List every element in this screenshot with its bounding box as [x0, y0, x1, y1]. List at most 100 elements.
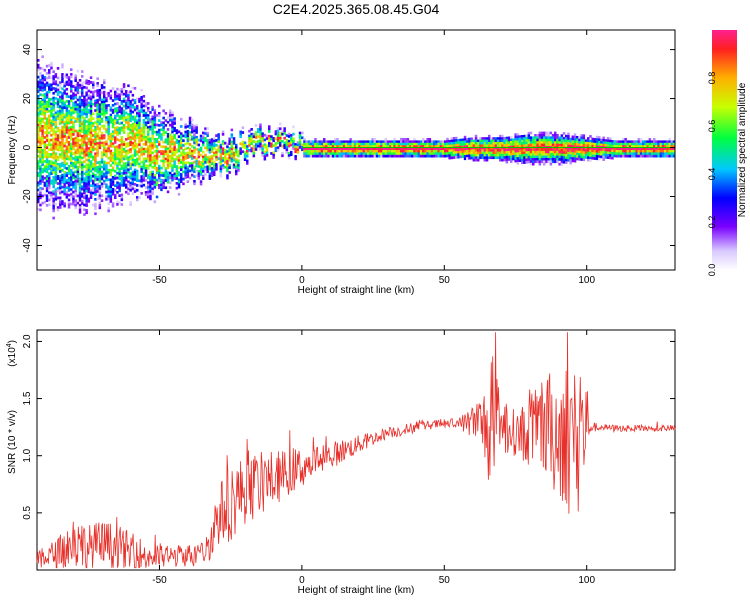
heatmap-cell: [171, 176, 174, 179]
heatmap-cell: [626, 154, 630, 158]
heatmap-cell: [422, 138, 425, 141]
heatmap-cell: [408, 147, 412, 151]
heatmap-cell: [488, 156, 491, 160]
heatmap-cell: [620, 142, 623, 146]
heatmap-cell: [510, 160, 513, 163]
heatmap-cell: [67, 76, 71, 79]
heatmap-cell: [72, 121, 75, 124]
heatmap-cell: [532, 143, 535, 147]
heatmap-cell: [435, 140, 438, 144]
heatmap-cell: [89, 174, 93, 178]
heatmap-cell: [342, 142, 346, 146]
heatmap-cell: [85, 132, 88, 135]
heatmap-cell: [98, 105, 102, 109]
heatmap-cell: [83, 131, 86, 135]
heatmap-cell: [529, 162, 533, 166]
heatmap-cell: [70, 73, 73, 76]
heatmap-cell: [131, 103, 135, 107]
heatmap-cell: [116, 107, 119, 110]
heatmap-cell: [56, 141, 60, 145]
heatmap-cell: [54, 188, 58, 191]
heatmap-cell: [37, 123, 40, 127]
heatmap-cell: [173, 162, 176, 166]
heatmap-cell: [232, 163, 236, 167]
heatmap-cell: [307, 154, 311, 158]
heatmap-cell: [63, 187, 66, 191]
heatmap-cell: [195, 159, 198, 163]
heatmap-cell: [72, 109, 75, 112]
heatmap-cell: [41, 55, 44, 59]
heatmap-cell: [292, 125, 295, 129]
heatmap-cell: [477, 156, 480, 160]
heatmap-cell: [120, 107, 124, 110]
heatmap-cell: [39, 203, 42, 207]
heatmap-cell: [76, 81, 80, 85]
heatmap-cell: [171, 173, 174, 177]
heatmap-cell: [166, 190, 170, 194]
snr-x-tick-label: -50: [152, 575, 167, 586]
heatmap-cell: [538, 141, 542, 144]
heatmap-cell: [661, 150, 665, 153]
heatmap-cell: [65, 140, 69, 144]
heatmap-cell: [450, 137, 454, 140]
heatmap-cell: [666, 145, 669, 148]
heatmap-cell: [219, 165, 223, 168]
heatmap-cell: [67, 181, 71, 185]
heatmap-cell: [571, 145, 575, 148]
heatmap-cell: [61, 73, 64, 76]
heatmap-cell: [576, 143, 579, 146]
heatmap-cell: [98, 172, 102, 176]
heatmap-cell: [125, 111, 128, 115]
heatmap-cell: [342, 152, 346, 156]
heatmap-cell: [162, 174, 165, 177]
heatmap-cell: [193, 146, 196, 150]
heatmap-cell: [479, 142, 482, 145]
heatmap-cell: [466, 154, 469, 158]
heatmap-cell: [415, 150, 418, 153]
heatmap-cell: [488, 154, 491, 157]
heatmap-cell: [85, 91, 88, 95]
heatmap-cell: [138, 143, 141, 147]
heatmap-cell: [650, 154, 654, 158]
heatmap-cell: [111, 180, 115, 184]
heatmap-cell: [512, 155, 515, 158]
heatmap-cell: [166, 171, 170, 174]
heatmap-cell: [105, 104, 108, 107]
heatmap-cell: [122, 140, 126, 144]
heatmap-cell: [375, 145, 379, 148]
heatmap-cell: [369, 145, 372, 148]
heatmap-cell: [116, 138, 119, 141]
heatmap-cell: [441, 147, 445, 151]
heatmap-cell: [45, 160, 49, 164]
heatmap-x-tick-label: 100: [578, 275, 595, 286]
heatmap-cell: [358, 152, 361, 156]
heatmap-cell: [545, 153, 548, 156]
heatmap-cell: [105, 140, 108, 143]
heatmap-cell: [67, 81, 71, 84]
heatmap-cell: [228, 159, 231, 162]
heatmap-cell: [562, 144, 566, 147]
heatmap-cell: [98, 192, 102, 195]
heatmap-cell: [61, 77, 64, 81]
heatmap-cell: [109, 137, 113, 141]
heatmap-cell: [512, 145, 515, 149]
heatmap-cell: [41, 110, 44, 114]
heatmap-cell: [43, 124, 47, 127]
heatmap-cell: [668, 138, 671, 141]
heatmap-cell: [56, 175, 60, 178]
heatmap-cell: [567, 159, 570, 162]
heatmap-cell: [349, 154, 352, 158]
heatmap-cell: [103, 167, 106, 171]
heatmap-cell: [155, 178, 159, 182]
heatmap-cell: [67, 198, 71, 202]
heatmap-cell: [191, 145, 194, 148]
heatmap-cell: [213, 173, 216, 176]
heatmap-cell: [70, 157, 73, 160]
heatmap-cell: [604, 151, 608, 154]
heatmap-cell: [37, 133, 40, 137]
heatmap-cell: [43, 76, 47, 79]
heatmap-cell: [593, 140, 597, 144]
heatmap-cell: [543, 153, 546, 156]
heatmap-cell: [87, 89, 91, 93]
heatmap-cell: [114, 153, 117, 156]
